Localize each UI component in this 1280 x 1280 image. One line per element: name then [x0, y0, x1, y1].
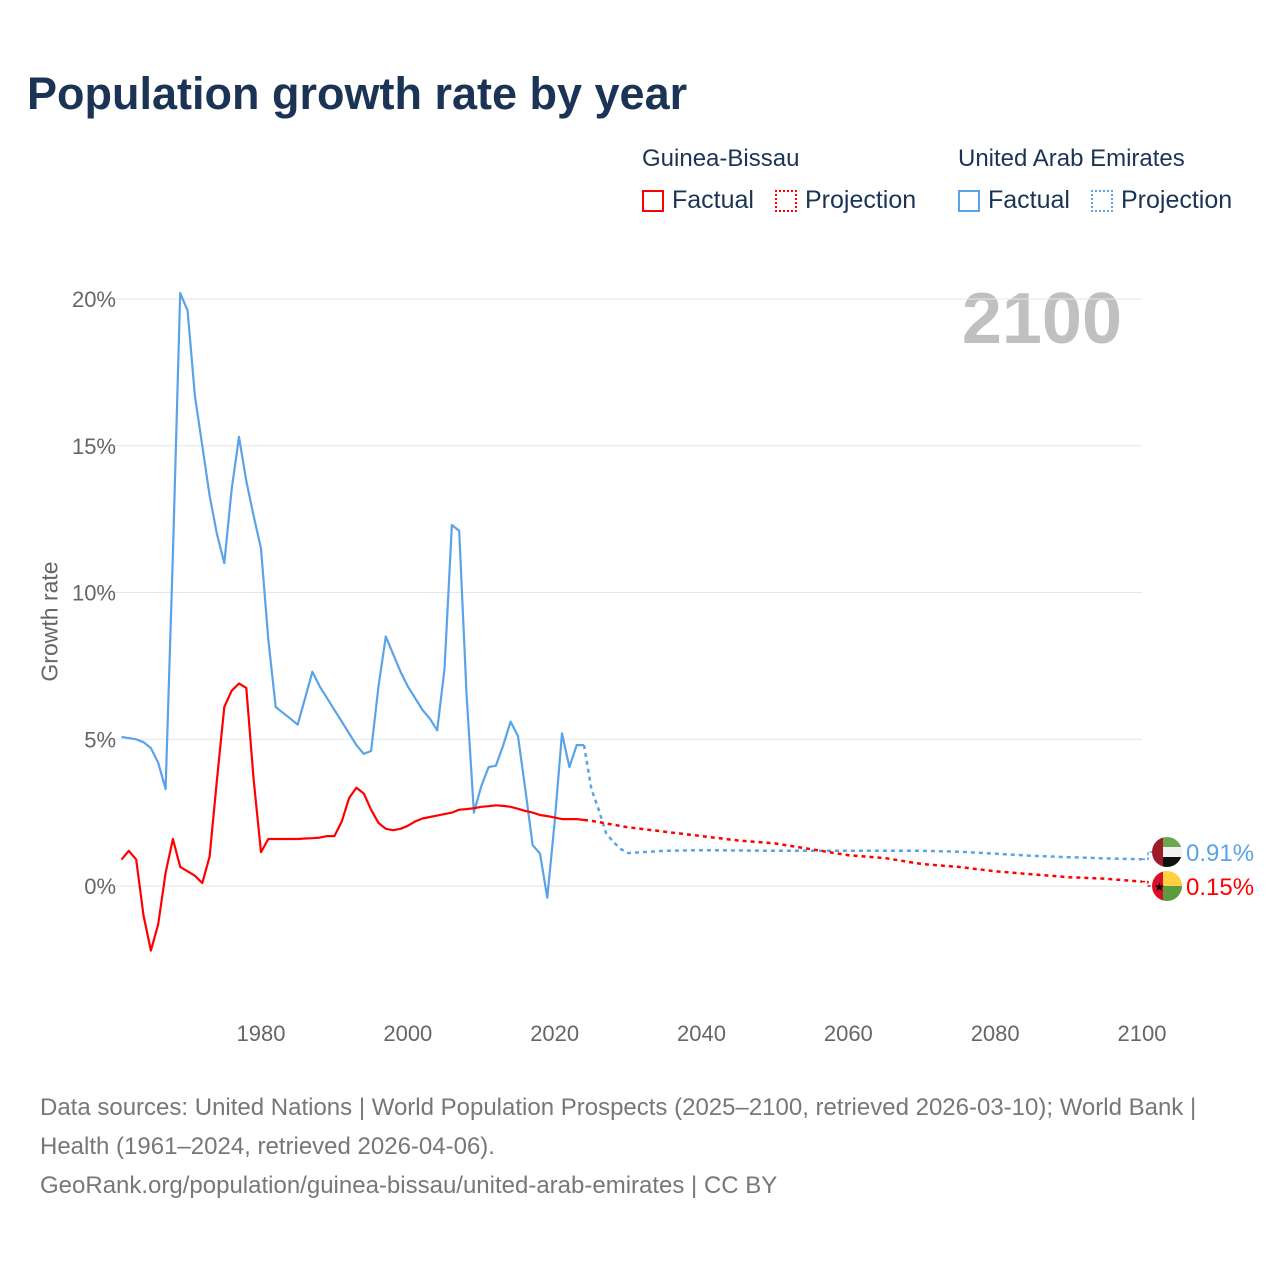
y-tick-label: 20% [72, 287, 116, 312]
legend-label: Projection [805, 186, 917, 214]
y-tick-label: 10% [72, 581, 116, 606]
x-tick-label: 2100 [1118, 1021, 1167, 1046]
sources: Data sources: United Nations | World Pop… [40, 1088, 1240, 1205]
legend-label: Factual [672, 186, 754, 214]
x-tick-label: 2020 [530, 1021, 579, 1046]
x-tick-label: 2040 [677, 1021, 726, 1046]
y-tick-label: 15% [72, 434, 116, 459]
legend-gb-projection[interactable]: Projection [775, 186, 916, 215]
x-tick-label: 1980 [237, 1021, 286, 1046]
end-connector [1142, 880, 1152, 887]
end-connector [1142, 851, 1152, 861]
y-tick-label: 0% [84, 874, 116, 899]
source-link[interactable]: GeoRank.org/population/guinea-bissau/uni… [40, 1172, 778, 1199]
chart-title: Population growth rate by year [27, 68, 688, 119]
legend-uae-factual[interactable]: Factual [958, 186, 1070, 215]
x-tick-label: 2080 [971, 1021, 1020, 1046]
current-year-label: 2100 [961, 279, 1122, 359]
legend-gb-factual[interactable]: Factual [642, 186, 754, 215]
uae-flag-icon [1152, 837, 1182, 867]
legend-swatch-dotted [775, 189, 797, 212]
legend-swatch-solid [642, 189, 664, 212]
legend-swatch-dotted [1091, 189, 1113, 212]
x-tick-label: 2060 [824, 1021, 873, 1046]
series-line-factual [120, 682, 585, 952]
legend-label: Factual [988, 186, 1070, 214]
x-tick-label: 2000 [383, 1021, 432, 1046]
legend-group-uae: United Arab Emirates [958, 145, 1185, 172]
source-text: Data sources: United Nations | World Pop… [40, 1094, 1197, 1160]
series-line-factual [121, 292, 584, 899]
series-line-projection [583, 818, 1143, 883]
legend-group-guinea-bissau: Guinea-Bissau [642, 145, 800, 172]
y-tick-label: 5% [84, 727, 116, 752]
legend-uae-projection[interactable]: Projection [1091, 186, 1232, 215]
legend-label: Projection [1121, 186, 1233, 214]
series-line-projection [582, 744, 1143, 861]
end-value-label: 0.15% [1186, 874, 1254, 901]
legend-swatch-solid [958, 189, 980, 212]
svg-text:★: ★ [1154, 880, 1165, 894]
guinea-bissau-flag-icon: ★ [1152, 871, 1182, 901]
end-value-label: 0.91% [1186, 840, 1254, 867]
